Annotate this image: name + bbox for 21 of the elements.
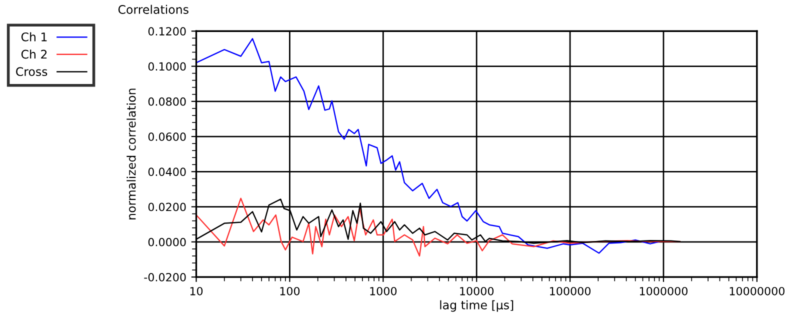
- x-tick-label: 10000: [460, 286, 494, 296]
- legend-label: Cross: [16, 67, 48, 76]
- y-tick-label: 0.0800: [148, 97, 186, 106]
- x-tick-label: 10000000: [730, 286, 784, 296]
- y-tick-label: 0.0600: [148, 132, 186, 141]
- y-tick-label: 0.0000: [148, 238, 186, 246]
- y-tick-label: -0.0200: [144, 273, 186, 282]
- y-tick-label: 0.1000: [148, 62, 186, 71]
- x-axis-title: lag time [µs]: [440, 300, 514, 312]
- x-tick-label: 100: [280, 286, 300, 296]
- x-tick-label: 100000: [550, 286, 591, 296]
- chart-title: Correlations: [118, 4, 188, 14]
- y-axis-title: normalized correlation: [126, 88, 136, 220]
- x-tick-label: 1000000: [640, 286, 688, 296]
- y-tick-label: 0.1200: [148, 27, 186, 36]
- legend-label: Ch 1: [21, 32, 47, 42]
- x-tick-label: 10: [190, 286, 203, 296]
- legend-label: Ch 2: [21, 50, 47, 59]
- y-tick-label: 0.0200: [148, 202, 186, 212]
- x-tick-label: 1000: [370, 286, 397, 296]
- y-tick-label: 0.0400: [148, 168, 186, 176]
